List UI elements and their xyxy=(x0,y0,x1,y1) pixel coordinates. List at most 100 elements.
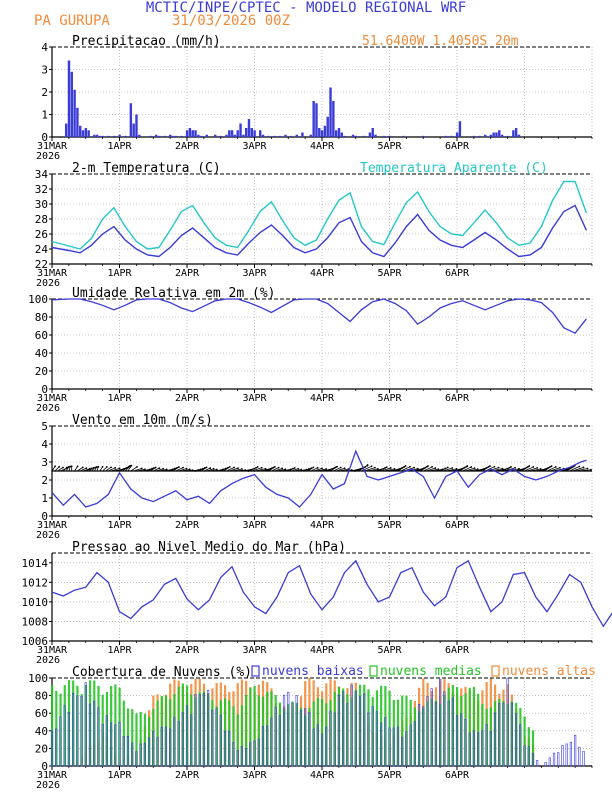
wind-arrow xyxy=(108,467,116,472)
precip-bar xyxy=(230,130,234,137)
wind-arrow xyxy=(468,468,478,472)
precip-bar xyxy=(489,134,493,137)
wind-arrowhead xyxy=(81,466,84,469)
cloud-bar-nuvens-medias xyxy=(375,690,379,766)
cloud-bar-nuvens-baixas xyxy=(194,694,197,767)
y-tick-label: 24 xyxy=(35,243,49,256)
cloud-bar-nuvens-medias xyxy=(337,686,341,766)
x-tick-label: 3APR xyxy=(242,645,267,656)
cloud-bar-nuvens-medias xyxy=(164,695,168,766)
wind-arrow xyxy=(316,468,327,472)
cloud-bar-nuvens-medias xyxy=(253,685,256,766)
x-year-label: 2026 xyxy=(36,278,60,289)
wind-arrowhead xyxy=(76,465,79,468)
precip-bar xyxy=(402,135,405,137)
cloud-bar-nuvens-baixas xyxy=(80,696,83,767)
wind-arrow xyxy=(122,465,130,472)
cloud-bar-nuvens-baixas xyxy=(557,752,560,767)
wind-arrowhead xyxy=(497,466,500,469)
cloud-bar-nuvens-medias xyxy=(333,691,336,766)
precip-bar xyxy=(244,128,248,137)
wind-arrow xyxy=(302,468,310,472)
cloud-bar-nuvens-baixas xyxy=(232,742,235,767)
cloud-bar-nuvens-baixas xyxy=(527,746,530,767)
precip-bar xyxy=(371,128,374,137)
wind-arrow xyxy=(251,467,262,472)
cloud-bar-nuvens-baixas xyxy=(185,705,189,767)
cloud-bar-nuvens-medias xyxy=(190,694,193,766)
cloud-bar-nuvens-medias xyxy=(358,684,362,766)
cloud-bar-nuvens-baixas xyxy=(384,717,387,767)
panel-title: Pressao ao Nivel Medio do Mar (hPa) xyxy=(72,540,346,555)
wind-arrowhead xyxy=(510,465,512,468)
cloud-bar-nuvens-baixas xyxy=(413,721,416,767)
cloud-bar-nuvens-baixas xyxy=(316,724,319,767)
wind-arrowhead xyxy=(101,465,104,468)
legend-swatch xyxy=(251,665,260,677)
y-tick-label: 1006 xyxy=(22,635,49,648)
wind-arrow xyxy=(200,467,207,472)
cloud-bar-nuvens-baixas xyxy=(257,738,260,767)
wind-arrowhead xyxy=(316,466,319,469)
wind-arrowhead xyxy=(434,467,437,469)
x-tick-label: 4APR xyxy=(310,645,335,656)
wind-arrowhead xyxy=(514,466,517,469)
precip-bar xyxy=(422,135,425,137)
x-tick-label: 31MAR xyxy=(37,645,68,656)
cloud-bar-nuvens-medias xyxy=(152,708,155,766)
cloud-bar-nuvens-baixas xyxy=(451,697,454,767)
wind-arrowhead xyxy=(209,467,212,469)
wind-arrowhead xyxy=(578,465,581,468)
cloud-bar-nuvens-baixas xyxy=(375,711,378,767)
x-tick-label: 31MAR xyxy=(37,770,68,781)
precip-bar xyxy=(492,132,495,137)
precip-bar xyxy=(326,116,329,137)
wind-arrow xyxy=(77,467,84,472)
cloud-bar-nuvens-medias xyxy=(531,730,535,766)
precip-bar xyxy=(101,135,104,137)
y-tick-label: 0 xyxy=(41,760,48,773)
cloud-bar-nuvens-medias xyxy=(464,693,467,766)
wind-arrow xyxy=(198,467,206,472)
y-tick-label: 0 xyxy=(41,383,48,396)
precip-bar xyxy=(354,135,358,137)
cloud-bar-nuvens-baixas xyxy=(434,701,438,767)
precip-bar xyxy=(157,135,161,137)
x-tick-label: 2APR xyxy=(175,770,200,781)
cloud-bar-nuvens-baixas xyxy=(295,695,298,767)
wind-arrowhead xyxy=(212,467,215,470)
cloud-bar-nuvens-baixas xyxy=(401,737,404,767)
wind-arrow xyxy=(155,468,164,472)
panel-1: 0 1 2 3 4 31MAR 1APR 2APR 3APR 4APR 5APR 6APR 2026 Pr… xyxy=(36,34,593,162)
wind-arrowhead xyxy=(336,465,338,468)
wind-arrowhead xyxy=(281,467,284,470)
wind-arrowhead xyxy=(293,467,296,469)
y-tick-label: 80 xyxy=(35,690,48,703)
cloud-bar-nuvens-medias xyxy=(143,713,147,766)
x-tick-label: 6APR xyxy=(445,520,470,531)
cloud-bar-nuvens-medias xyxy=(215,706,218,766)
cloud-bar-nuvens-baixas xyxy=(308,711,311,767)
wind-arrow xyxy=(147,467,155,472)
wind-arrowhead xyxy=(114,466,117,469)
cloud-bar-nuvens-baixas xyxy=(261,726,265,767)
cloud-bar-nuvens-baixas xyxy=(253,740,256,767)
precip-bar xyxy=(329,87,332,137)
legend-label: nuvens altas xyxy=(502,664,596,679)
wind-arrow xyxy=(203,467,211,472)
precip-bar xyxy=(180,135,183,137)
wind-arrowhead xyxy=(70,465,73,468)
x-tick-label: 2APR xyxy=(175,268,200,279)
cloud-bar-nuvens-baixas xyxy=(582,751,585,767)
x-tick-label: 2APR xyxy=(175,393,200,404)
cloud-bar-nuvens-baixas xyxy=(405,731,408,767)
x-tick-label: 31MAR xyxy=(37,141,68,152)
cloud-bar-nuvens-medias xyxy=(97,685,100,766)
wind-arrow xyxy=(57,467,64,472)
precip-bar xyxy=(472,135,476,137)
cloud-bar-nuvens-medias xyxy=(194,697,197,766)
x-tick-label: 1APR xyxy=(107,645,132,656)
wind-arrow xyxy=(439,467,448,472)
precip-bar xyxy=(514,128,518,137)
wind-arrow xyxy=(169,467,178,472)
